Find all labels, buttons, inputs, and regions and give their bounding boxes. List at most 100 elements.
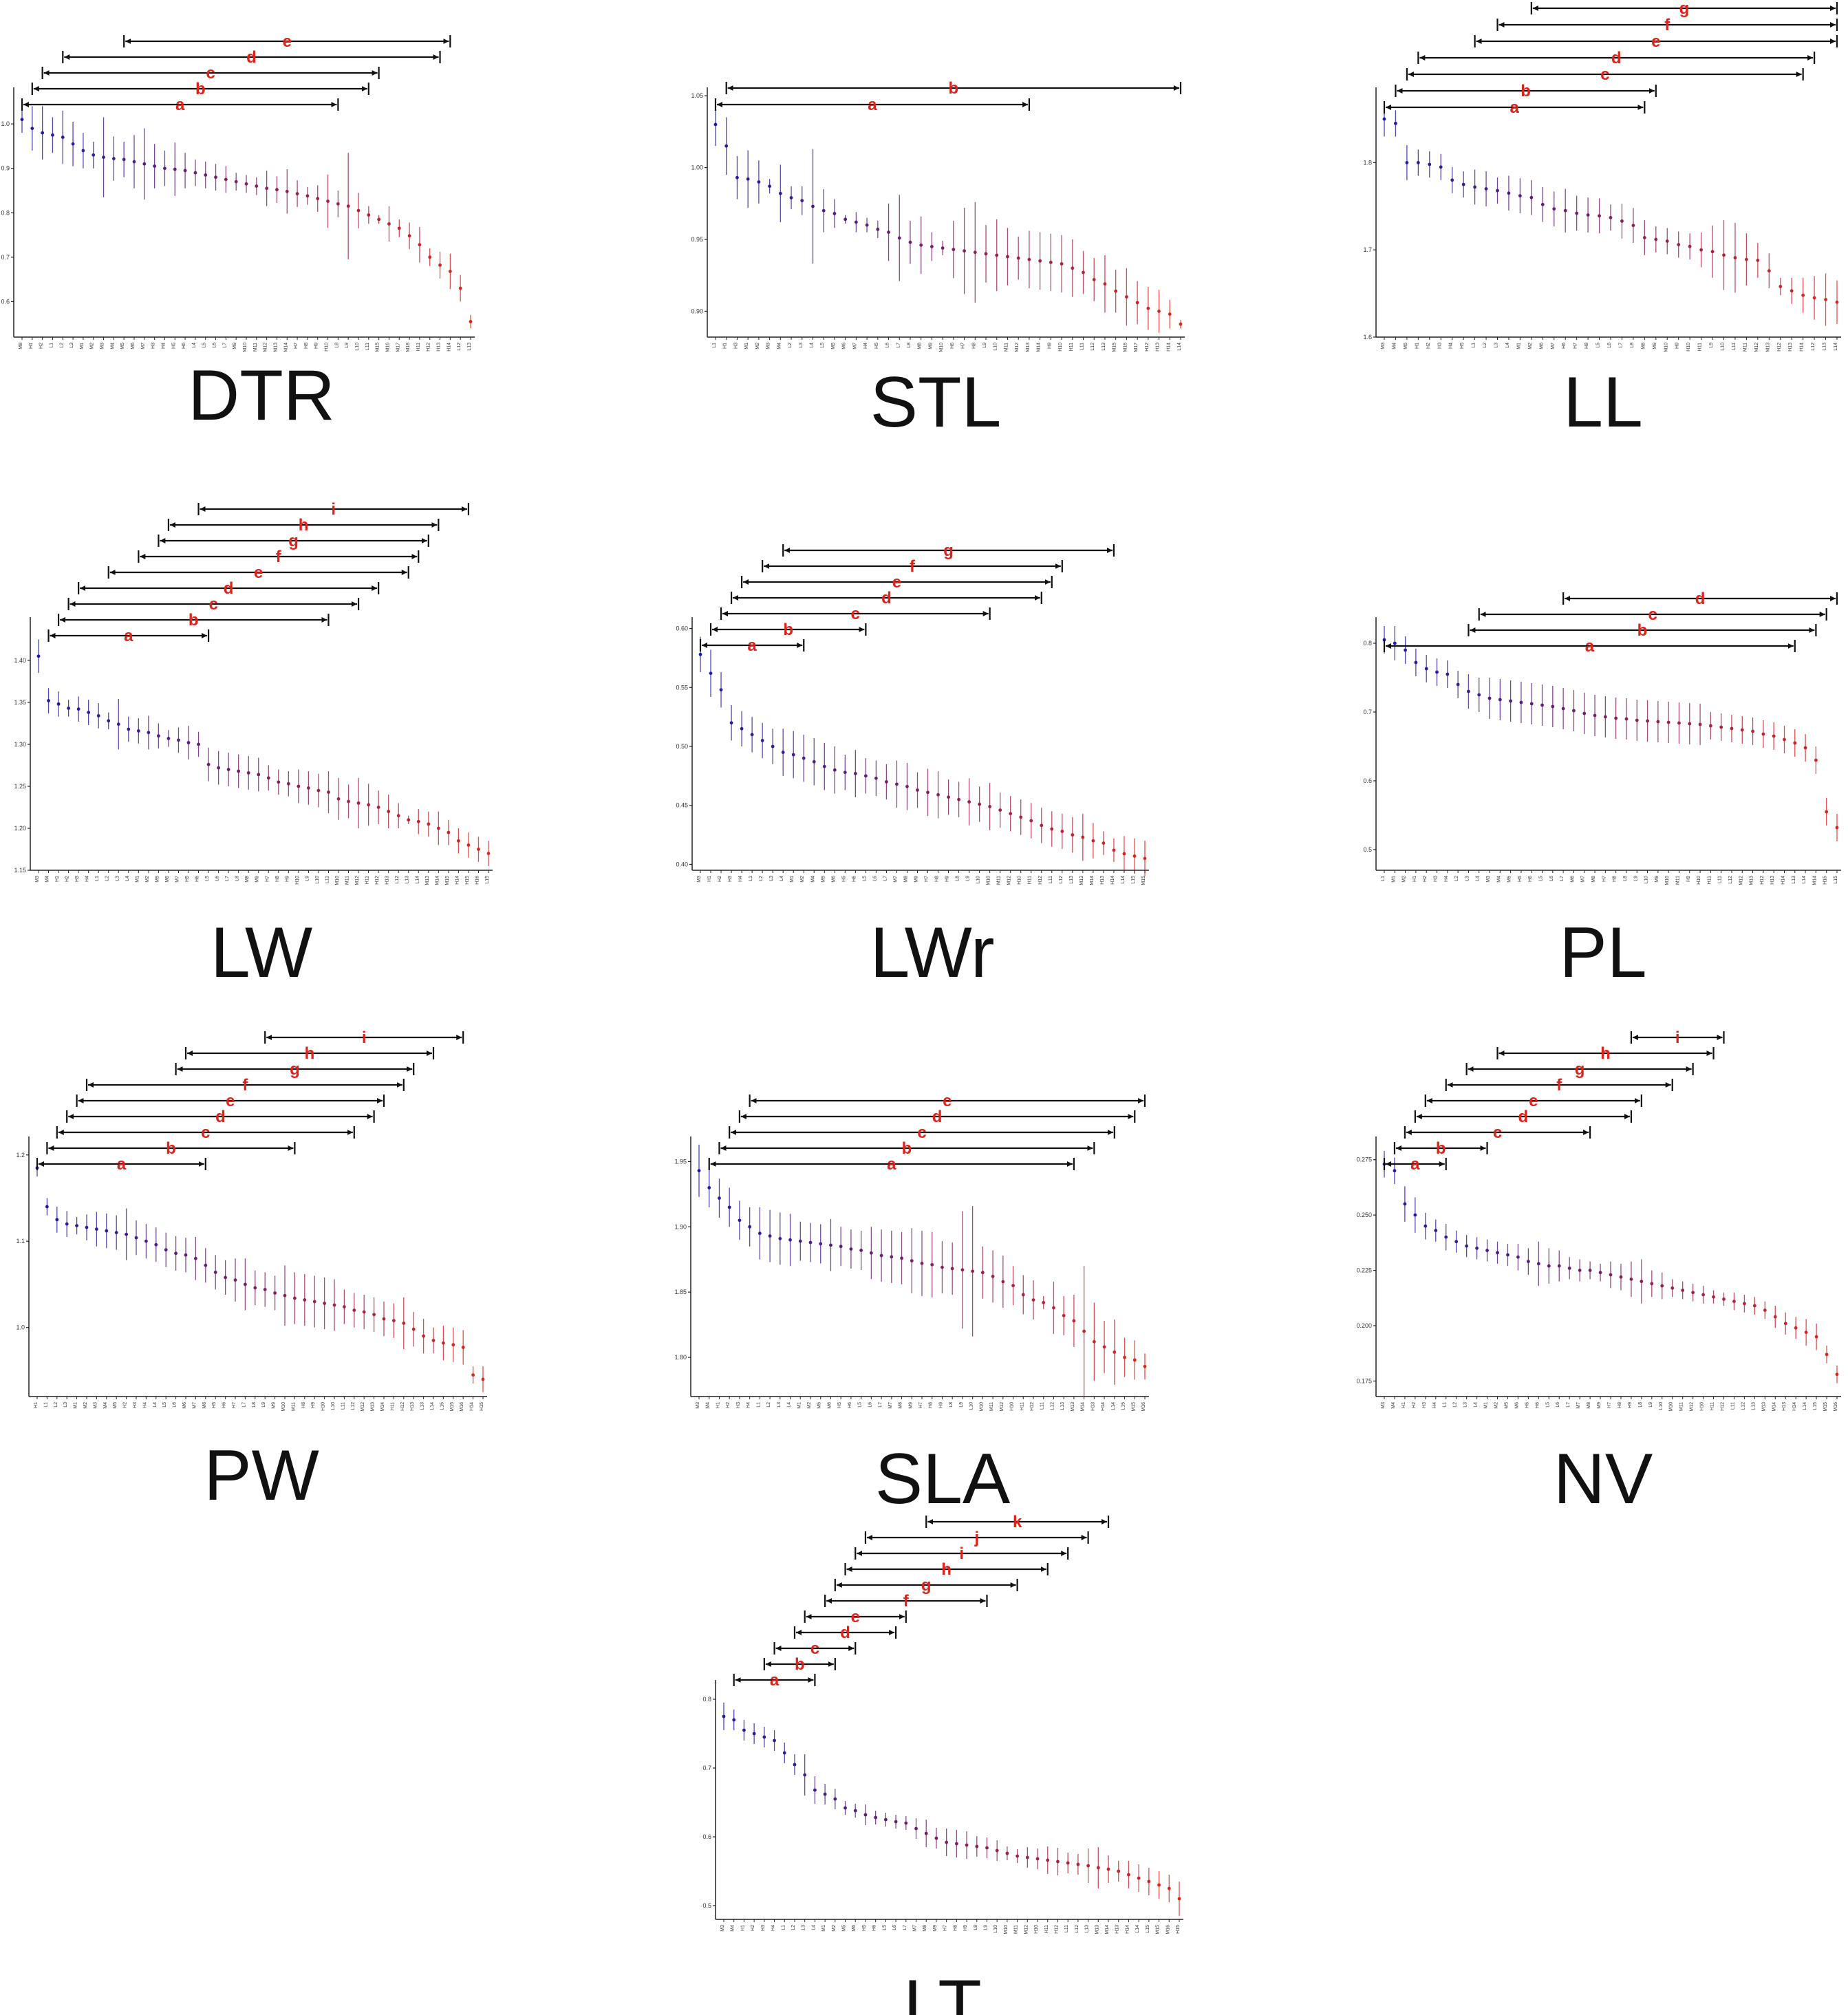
DTR-point [173, 167, 177, 171]
PW-point [164, 1248, 168, 1252]
DTR-point [71, 142, 75, 146]
LT-point [803, 1773, 807, 1777]
LWr-point [1081, 835, 1085, 839]
LL-point [1473, 185, 1477, 189]
LW-point [226, 768, 230, 771]
PW-x-tick-label: L5 [162, 1402, 167, 1408]
NV-point [1434, 1229, 1438, 1233]
LWr-x-tick-label: L3 [769, 876, 774, 881]
LL-group-letter: e [1651, 32, 1660, 51]
LT-y-tick-label: 0.6 [702, 1833, 711, 1840]
LWr-point [1112, 848, 1116, 852]
STL-point [1060, 262, 1064, 266]
SLA-point [727, 1205, 731, 1209]
LW-x-tick-label: M5 [155, 876, 160, 883]
LL-point [1654, 237, 1658, 241]
SLA-x-tick-label: H14 [1101, 1402, 1106, 1411]
NV-x-tick-label: M13 [1761, 1402, 1766, 1412]
PW-x-tick-label: L8 [252, 1402, 257, 1408]
NV-x-tick-label: L9 [1648, 1402, 1653, 1408]
PL-x-tick-label: M10 [1665, 876, 1670, 885]
LT-group-letter: b [795, 1655, 805, 1674]
LWr-x-tick-label: M6 [831, 876, 836, 883]
DTR-group-letter: c [206, 64, 215, 83]
PW-point [431, 1339, 436, 1342]
LT-point [965, 1843, 969, 1847]
PL-x-tick-label: H14 [1781, 876, 1785, 885]
LW-x-tick-label: H9 [285, 876, 290, 882]
LL-x-tick-label: M10 [1664, 343, 1668, 352]
PL-point [1783, 737, 1786, 742]
PW-point [402, 1321, 406, 1325]
SLA-x-tick-label: M16 [1141, 1402, 1146, 1412]
LW-x-tick-label: M8 [245, 876, 250, 883]
LW-group-letter: c [209, 595, 218, 614]
LL-x-tick-label: L11 [1732, 343, 1737, 350]
DTR-point [244, 182, 248, 186]
LL-x-tick-label: L7 [1618, 343, 1623, 348]
LL-point [1609, 215, 1613, 219]
STL-x-tick-label: M16 [1123, 343, 1128, 352]
SLA-group-letter: b [902, 1139, 912, 1158]
LT-x-tick-label: M10 [1004, 1925, 1009, 1935]
DTR-point [356, 208, 361, 213]
NV-x-tick-label: M16 [1834, 1402, 1838, 1412]
PL-x-tick-label: M13 [1750, 876, 1754, 885]
LT-point [1086, 1864, 1090, 1868]
LL-point [1496, 188, 1499, 193]
NV-x-tick-label: H11 [1710, 1402, 1715, 1410]
STL-y-tick-label: 1.05 [691, 92, 703, 99]
PL-point [1572, 709, 1576, 713]
LWr-point [1060, 830, 1064, 833]
SLA-x-tick-label: M1 [797, 1402, 802, 1409]
LWr-point [936, 793, 940, 797]
LL-point [1540, 202, 1545, 206]
SLA-x-tick-label: L11 [1040, 1402, 1045, 1410]
DTR-x-tick-label: M13 [273, 343, 278, 352]
NV-x-tick-label: L10 [1659, 1402, 1664, 1410]
NV-point [1743, 1302, 1746, 1306]
STL-point [735, 175, 739, 180]
LT-point [1157, 1883, 1161, 1887]
SLA-point [798, 1239, 802, 1243]
SLA-x-tick-label: H4 [746, 1402, 751, 1408]
PL-point [1498, 698, 1502, 702]
DTR-x-tick-label: M18 [406, 343, 411, 352]
LL-y-tick-label: 1.7 [1363, 246, 1372, 253]
STL-point [724, 144, 729, 148]
STL-x-tick-label: L6 [885, 343, 890, 348]
NV-x-tick-label: M6 [1514, 1402, 1519, 1409]
SLA-x-tick-label: M15 [1131, 1402, 1136, 1412]
STL-x-tick-label: M17 [1134, 343, 1139, 352]
LW-x-tick-label: M9 [255, 876, 260, 883]
PL-x-tick-label: M11 [1675, 876, 1680, 885]
SLA-x-tick-label: H5 [837, 1402, 842, 1408]
PW-point [184, 1253, 188, 1257]
SLA-x-tick-label: M11 [989, 1402, 994, 1411]
LL-x-tick-label: H10 [1686, 343, 1691, 352]
DTR-panel-title: DTR [188, 356, 335, 435]
SLA-x-tick-label: L6 [868, 1402, 872, 1408]
STL-x-tick-label: M8 [918, 343, 923, 349]
DTR-point [428, 255, 432, 259]
LWr-x-tick-label: L14 [1121, 876, 1126, 884]
STL-x-tick-label: L11 [1080, 343, 1085, 350]
LT-x-tick-label: L11 [1064, 1925, 1069, 1932]
STL-point [1038, 259, 1042, 263]
LL-x-tick-label: H1 [1415, 343, 1419, 349]
LW-group-letter: f [276, 548, 282, 566]
LW-y-tick-label: 1.20 [14, 825, 26, 832]
PW-x-tick-label: L10 [331, 1402, 336, 1410]
LL-point [1484, 187, 1488, 191]
LW-point [237, 769, 241, 773]
LL-x-tick-label: M4 [1392, 343, 1397, 349]
LWr-point [1040, 823, 1044, 828]
PL-x-tick-label: H7 [1602, 876, 1607, 882]
LT-x-tick-label: M3 [720, 1925, 725, 1932]
LWr-group-letter: b [783, 621, 793, 639]
PW-x-tick-label: L11 [341, 1402, 345, 1410]
DTR-x-tick-label: L4 [192, 343, 197, 348]
LW-point [436, 826, 440, 830]
LW-y-tick-label: 1.40 [14, 657, 26, 664]
PL-x-tick-label: L15 [1834, 876, 1838, 884]
